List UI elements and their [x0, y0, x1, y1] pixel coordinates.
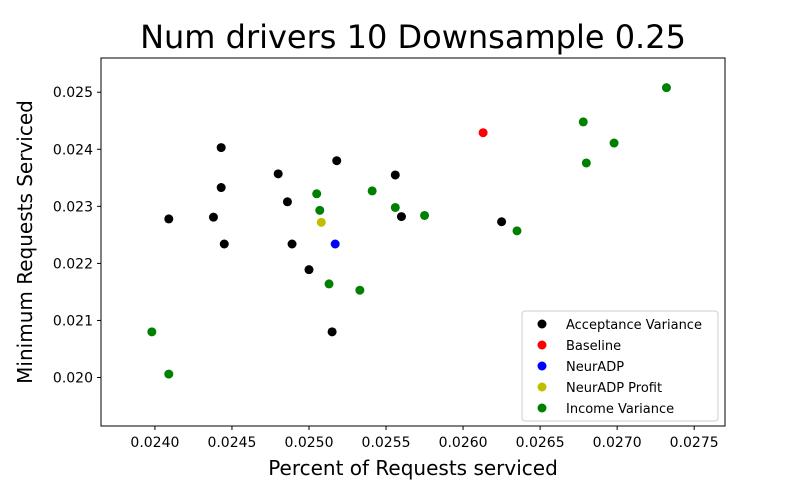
data-point [578, 117, 588, 127]
y-tick-label: 0.025 [53, 85, 93, 101]
chart-title: Num drivers 10 Downsample 0.25 [140, 18, 686, 56]
data-point [609, 138, 619, 148]
data-point [478, 128, 488, 138]
x-tick-label: 0.0245 [207, 435, 256, 451]
legend-marker [537, 382, 547, 392]
y-axis-label: Minimum Requests Serviced [13, 100, 37, 384]
data-point [216, 183, 226, 193]
x-tick-label: 0.0270 [593, 435, 642, 451]
data-point [390, 202, 400, 212]
x-tick-label: 0.0275 [670, 435, 719, 451]
data-point [327, 327, 337, 337]
legend-label: Acceptance Variance [566, 318, 702, 333]
x-axis-label: Percent of Requests serviced [268, 456, 558, 480]
x-axis: 0.0240 0.0245 0.0250 0.0255 0.0260 0.0265 0.02… [130, 426, 719, 451]
legend-label: Baseline [566, 339, 621, 354]
data-point [581, 158, 591, 168]
data-point [304, 265, 314, 275]
legend-marker [537, 340, 547, 350]
y-tick-label: 0.022 [53, 256, 93, 272]
data-point [396, 212, 406, 222]
y-axis: 0.020 0.021 0.022 0.023 0.024 0.025 [53, 85, 101, 387]
x-tick-label: 0.0255 [362, 435, 411, 451]
data-point [332, 156, 342, 166]
y-tick-label: 0.020 [53, 371, 93, 387]
data-point [420, 210, 430, 220]
data-point [330, 239, 340, 249]
data-point [164, 369, 174, 379]
legend-marker [537, 403, 547, 413]
legend-marker [537, 319, 547, 329]
x-tick-label: 0.0240 [130, 435, 179, 451]
y-tick-label: 0.023 [53, 199, 93, 215]
data-point [312, 189, 322, 199]
data-point [273, 169, 283, 179]
data-point [315, 205, 325, 215]
data-point [324, 279, 334, 289]
x-tick-label: 0.0265 [516, 435, 565, 451]
data-point [512, 226, 522, 236]
data-point [316, 217, 326, 227]
y-tick-label: 0.024 [53, 142, 93, 158]
legend: Acceptance Variance Baseline NeurADP NeurAD… [521, 310, 719, 422]
data-point [219, 239, 229, 249]
data-points [147, 83, 671, 379]
data-point [164, 214, 174, 224]
data-point [282, 197, 292, 207]
data-point [208, 212, 218, 222]
legend-marker [537, 361, 547, 371]
legend-label: NeurADP Profit [566, 381, 662, 396]
legend-box [521, 310, 719, 422]
data-point [147, 327, 157, 337]
data-point [661, 83, 671, 93]
data-point [367, 186, 377, 196]
legend-label: NeurADP [566, 360, 624, 375]
data-point [216, 143, 226, 153]
data-point [390, 170, 400, 180]
x-tick-label: 0.0250 [285, 435, 334, 451]
data-point [497, 217, 507, 227]
data-point [287, 239, 297, 249]
y-tick-label: 0.021 [53, 313, 93, 329]
legend-label: Income Variance [566, 402, 674, 417]
data-point [355, 285, 365, 295]
x-tick-label: 0.0260 [439, 435, 488, 451]
